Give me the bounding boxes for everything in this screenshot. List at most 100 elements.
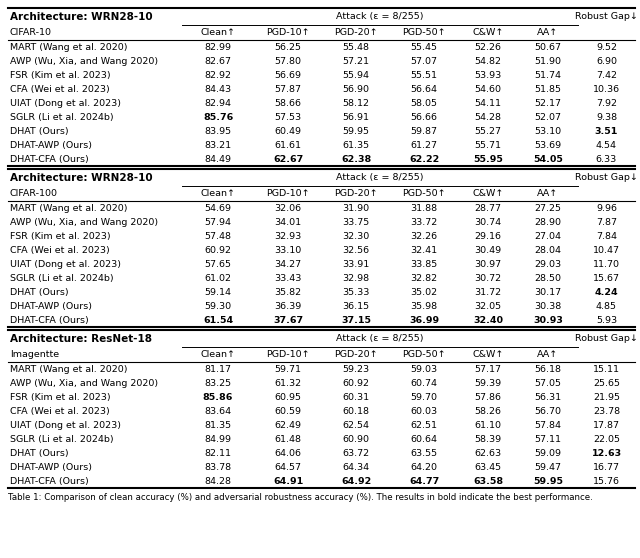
Text: 35.98: 35.98 [410,302,438,311]
Text: 83.78: 83.78 [204,463,232,472]
Text: 53.69: 53.69 [534,141,561,150]
Text: 54.60: 54.60 [474,85,502,94]
Text: 51.74: 51.74 [534,71,561,80]
Text: Attack (ε = 8/255): Attack (ε = 8/255) [336,334,424,343]
Text: C&W↑: C&W↑ [472,28,504,37]
Text: 84.43: 84.43 [204,85,232,94]
Text: 64.92: 64.92 [341,477,371,486]
Text: 59.23: 59.23 [342,365,369,374]
Text: PGD-20↑: PGD-20↑ [334,350,378,359]
Text: AWP (Wu, Xia, and Wang 2020): AWP (Wu, Xia, and Wang 2020) [10,218,158,227]
Text: 54.11: 54.11 [474,99,502,108]
Text: 59.30: 59.30 [204,302,232,311]
Text: 4.54: 4.54 [596,141,617,150]
Text: DHAT (Ours): DHAT (Ours) [10,288,68,297]
Text: PGD-50↑: PGD-50↑ [402,28,446,37]
Text: 34.01: 34.01 [275,218,301,227]
Text: 64.34: 64.34 [342,463,369,472]
Text: 5.93: 5.93 [596,316,617,325]
Text: 7.87: 7.87 [596,218,617,227]
Text: 58.05: 58.05 [410,99,438,108]
Text: CFA (Wei et al. 2023): CFA (Wei et al. 2023) [10,407,109,416]
Text: 54.69: 54.69 [205,204,232,213]
Text: 6.33: 6.33 [596,155,617,164]
Text: 56.70: 56.70 [534,407,561,416]
Text: 64.06: 64.06 [275,449,301,458]
Text: DHAT-AWP (Ours): DHAT-AWP (Ours) [10,463,92,472]
Text: 85.86: 85.86 [203,393,233,402]
Text: 82.92: 82.92 [205,71,232,80]
Text: 54.82: 54.82 [474,57,502,66]
Text: 56.91: 56.91 [342,113,369,122]
Text: 3.51: 3.51 [595,127,618,136]
Text: 64.77: 64.77 [409,477,439,486]
Text: DHAT-CFA (Ours): DHAT-CFA (Ours) [10,477,89,486]
Text: 61.27: 61.27 [410,141,438,150]
Text: 51.90: 51.90 [534,57,561,66]
Text: 28.77: 28.77 [474,204,502,213]
Text: Attack (ε = 8/255): Attack (ε = 8/255) [336,174,424,182]
Text: 36.15: 36.15 [342,302,369,311]
Text: DHAT-CFA (Ours): DHAT-CFA (Ours) [10,316,89,325]
Text: 9.38: 9.38 [596,113,617,122]
Text: 29.16: 29.16 [474,232,502,241]
Text: Architecture: WRN28-10: Architecture: WRN28-10 [10,173,152,183]
Text: UIAT (Dong et al. 2023): UIAT (Dong et al. 2023) [10,421,121,430]
Text: 57.53: 57.53 [275,113,301,122]
Text: FSR (Kim et al. 2023): FSR (Kim et al. 2023) [10,393,111,402]
Text: 36.99: 36.99 [409,316,439,325]
Text: 33.85: 33.85 [410,260,438,269]
Text: 56.18: 56.18 [534,365,561,374]
Text: 31.90: 31.90 [342,204,369,213]
Text: 59.70: 59.70 [410,393,438,402]
Text: 56.90: 56.90 [342,85,369,94]
Text: 33.91: 33.91 [342,260,370,269]
Text: 31.88: 31.88 [410,204,438,213]
Text: 61.48: 61.48 [275,435,301,444]
Text: 33.43: 33.43 [275,274,301,283]
Text: 52.17: 52.17 [534,99,561,108]
Text: 82.67: 82.67 [205,57,232,66]
Text: 83.95: 83.95 [204,127,232,136]
Text: 30.17: 30.17 [534,288,561,297]
Text: 7.92: 7.92 [596,99,617,108]
Text: DHAT-AWP (Ours): DHAT-AWP (Ours) [10,302,92,311]
Text: 37.15: 37.15 [341,316,371,325]
Text: 33.75: 33.75 [342,218,370,227]
Text: 32.26: 32.26 [410,232,438,241]
Text: 58.66: 58.66 [275,99,301,108]
Text: 84.99: 84.99 [205,435,232,444]
Text: 81.17: 81.17 [205,365,232,374]
Text: MART (Wang et al. 2020): MART (Wang et al. 2020) [10,43,127,52]
Text: Robust Gap↓: Robust Gap↓ [575,174,638,182]
Text: 7.84: 7.84 [596,232,617,241]
Text: 60.18: 60.18 [342,407,369,416]
Text: 63.45: 63.45 [474,463,502,472]
Text: 57.87: 57.87 [275,85,301,94]
Text: 84.49: 84.49 [205,155,232,164]
Text: 30.72: 30.72 [474,274,502,283]
Text: 15.67: 15.67 [593,274,620,283]
Text: 82.94: 82.94 [205,99,232,108]
Text: 55.27: 55.27 [474,127,502,136]
Text: 33.72: 33.72 [410,218,438,227]
Text: 63.58: 63.58 [473,477,503,486]
Text: 82.99: 82.99 [205,43,232,52]
Text: AA↑: AA↑ [538,28,559,37]
Text: 32.98: 32.98 [342,274,369,283]
Text: 32.30: 32.30 [342,232,370,241]
Text: 7.42: 7.42 [596,71,617,80]
Text: 22.05: 22.05 [593,435,620,444]
Text: DHAT (Ours): DHAT (Ours) [10,127,68,136]
Text: 33.10: 33.10 [275,246,301,255]
Text: 62.51: 62.51 [410,421,438,430]
Text: 60.95: 60.95 [275,393,301,402]
Text: 62.49: 62.49 [275,421,301,430]
Text: CIFAR-10: CIFAR-10 [10,28,52,37]
Text: 21.95: 21.95 [593,393,620,402]
Text: 52.07: 52.07 [534,113,561,122]
Text: 62.63: 62.63 [474,449,502,458]
Text: Robust Gap↓: Robust Gap↓ [575,12,638,21]
Text: FSR (Kim et al. 2023): FSR (Kim et al. 2023) [10,71,111,80]
Text: CFA (Wei et al. 2023): CFA (Wei et al. 2023) [10,85,109,94]
